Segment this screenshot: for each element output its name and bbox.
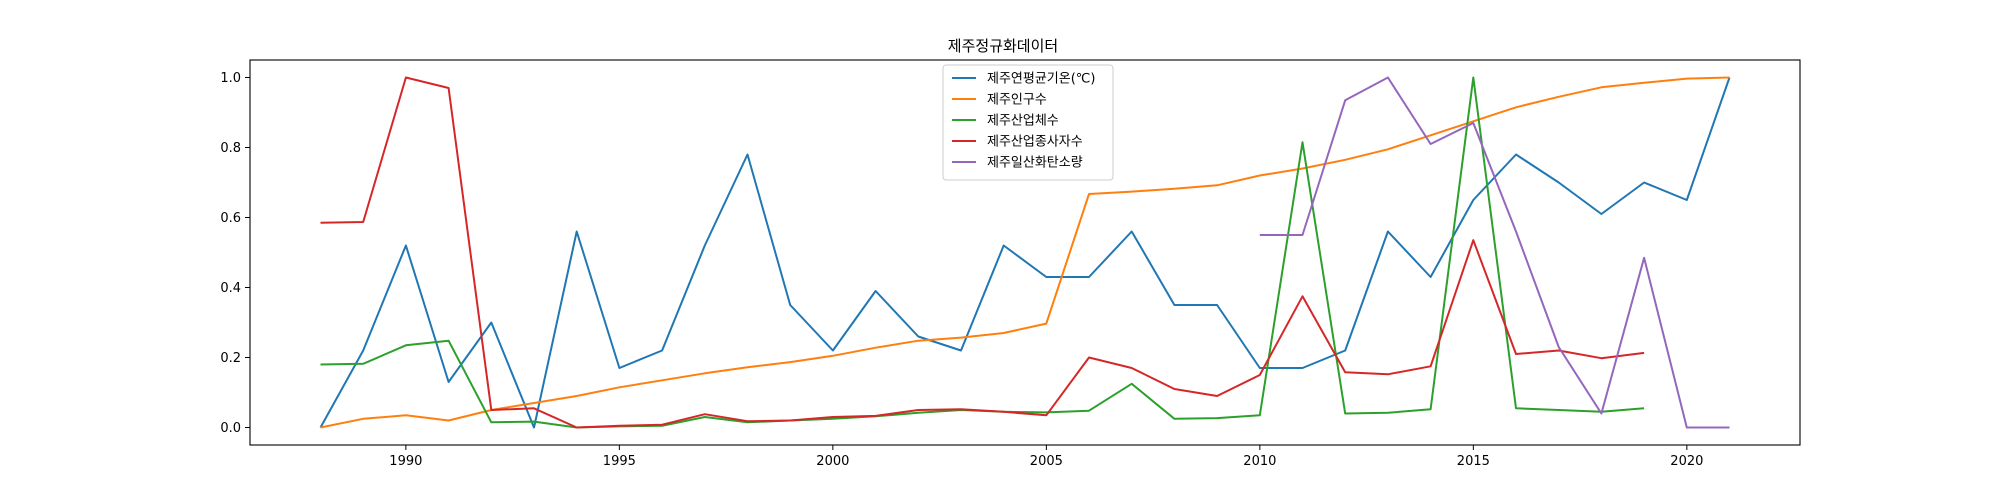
legend-box	[942, 64, 1114, 181]
legend-label: 제주일산화탄소량	[987, 156, 1083, 171]
chart-title: 제주정규화데이터	[948, 37, 1058, 55]
legend-label: 제주산업종사자수	[987, 135, 1083, 150]
series-line-2	[320, 76, 1730, 429]
series-line-4	[320, 76, 1645, 429]
y-tick-label: 0.0	[220, 421, 241, 436]
y-tick-label: 0.6	[220, 211, 241, 226]
x-tick-label: 1995	[603, 454, 636, 469]
y-tick-label: 0.4	[220, 281, 241, 296]
y-tick-label: 0.2	[220, 351, 241, 366]
series-line-5	[1259, 76, 1730, 429]
x-tick-label: 2015	[1457, 454, 1490, 469]
legend-label: 제주산업체수	[987, 114, 1059, 129]
x-tick-label: 1990	[389, 454, 422, 469]
y-tick-label: 1.0	[220, 71, 241, 86]
legend-label: 제주연평균기온(℃)	[987, 72, 1095, 87]
x-tick-label: 2020	[1670, 454, 1703, 469]
y-tick-label: 0.8	[220, 141, 241, 156]
y-axis: 0.0 0.2 0.4 0.6 0.8 1.0	[220, 71, 250, 436]
plot-area-frame	[249, 59, 1801, 446]
legend-label: 제주인구수	[987, 93, 1047, 108]
x-tick-label: 2010	[1243, 454, 1276, 469]
series-lines	[319, 76, 1731, 429]
x-axis: 1990 1995 2000 2005 2010 2015 2020	[389, 445, 1703, 469]
x-tick-label: 2005	[1030, 454, 1063, 469]
x-tick-label: 2000	[816, 454, 849, 469]
